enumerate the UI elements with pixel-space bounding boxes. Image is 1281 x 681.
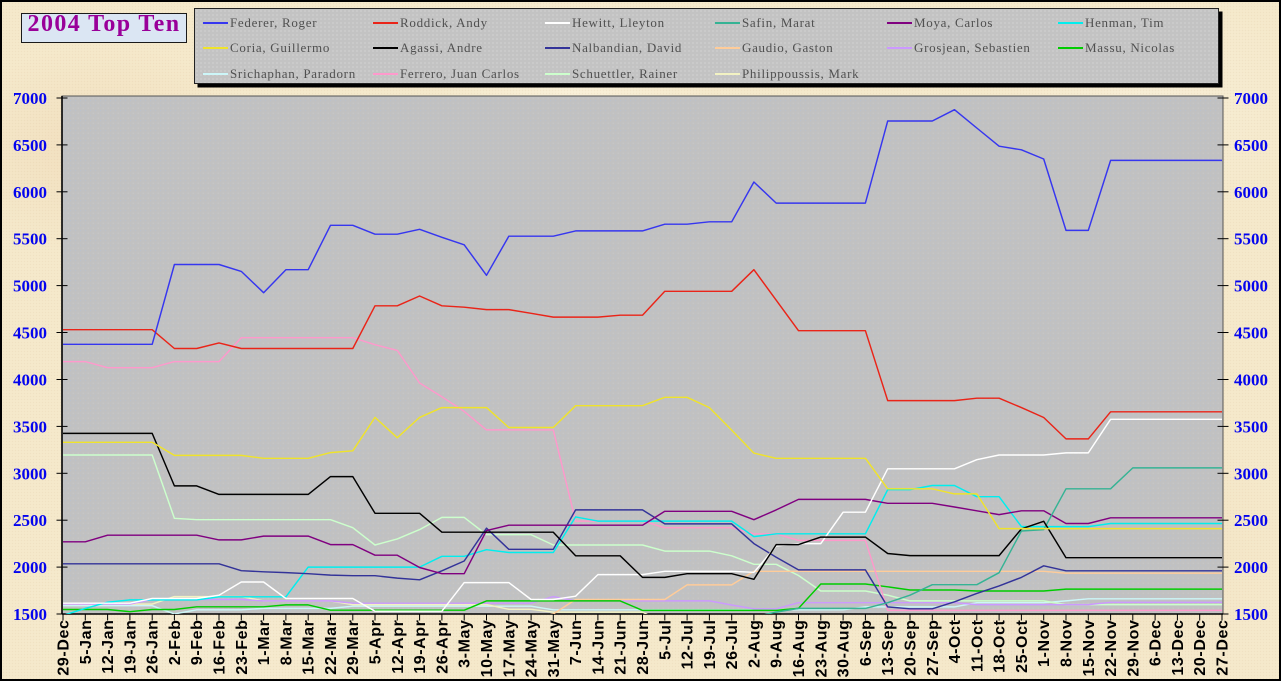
svg-text:20-Dec: 20-Dec xyxy=(1192,620,1209,676)
svg-text:5000: 5000 xyxy=(13,277,47,296)
svg-text:23-Aug: 23-Aug xyxy=(813,620,830,678)
svg-text:24-May: 24-May xyxy=(524,620,541,678)
svg-text:3000: 3000 xyxy=(1234,464,1268,483)
svg-text:3500: 3500 xyxy=(13,417,47,436)
svg-text:6500: 6500 xyxy=(1234,136,1268,155)
svg-text:12-Jan: 12-Jan xyxy=(100,620,117,674)
svg-text:5500: 5500 xyxy=(13,230,47,249)
svg-text:28-Jun: 28-Jun xyxy=(635,620,652,675)
svg-text:12-Apr: 12-Apr xyxy=(390,620,407,674)
svg-text:1500: 1500 xyxy=(1234,605,1268,624)
svg-text:15-Mar: 15-Mar xyxy=(301,620,318,675)
svg-text:23-Feb: 23-Feb xyxy=(234,620,251,675)
svg-text:19-Apr: 19-Apr xyxy=(412,620,429,674)
svg-text:22-Mar: 22-Mar xyxy=(323,620,340,675)
svg-text:27-Dec: 27-Dec xyxy=(1215,620,1232,676)
svg-text:27-Sep: 27-Sep xyxy=(925,620,942,676)
svg-text:7000: 7000 xyxy=(1234,89,1268,108)
svg-text:13-Sep: 13-Sep xyxy=(880,620,897,676)
svg-text:6500: 6500 xyxy=(13,136,47,155)
svg-text:1-Mar: 1-Mar xyxy=(256,620,273,666)
svg-text:10-May: 10-May xyxy=(479,620,496,678)
svg-text:26-Jan: 26-Jan xyxy=(145,620,162,674)
svg-text:31-May: 31-May xyxy=(546,620,563,678)
svg-text:13-Dec: 13-Dec xyxy=(1170,620,1187,676)
svg-text:25-Oct: 25-Oct xyxy=(1014,619,1031,672)
svg-text:3-May: 3-May xyxy=(457,620,474,668)
svg-text:30-Aug: 30-Aug xyxy=(836,620,853,678)
svg-text:2000: 2000 xyxy=(13,558,47,577)
svg-text:18-Oct: 18-Oct xyxy=(992,619,1009,672)
svg-text:26-Apr: 26-Apr xyxy=(434,620,451,674)
svg-text:7-Jun: 7-Jun xyxy=(568,620,585,666)
svg-text:8-Nov: 8-Nov xyxy=(1059,620,1076,667)
svg-text:29-Nov: 29-Nov xyxy=(1125,620,1142,677)
svg-text:7000: 7000 xyxy=(13,89,47,108)
svg-text:2-Feb: 2-Feb xyxy=(167,620,184,666)
svg-text:9-Feb: 9-Feb xyxy=(189,620,206,666)
svg-text:1500: 1500 xyxy=(13,605,47,624)
svg-text:5-Apr: 5-Apr xyxy=(368,620,385,665)
svg-text:19-Jan: 19-Jan xyxy=(122,620,139,674)
svg-text:6-Dec: 6-Dec xyxy=(1148,620,1165,667)
svg-text:5-Jul: 5-Jul xyxy=(657,620,674,660)
svg-text:2000: 2000 xyxy=(1234,558,1268,577)
svg-text:20-Sep: 20-Sep xyxy=(903,620,920,676)
svg-text:15-Nov: 15-Nov xyxy=(1081,620,1098,677)
svg-text:4000: 4000 xyxy=(1234,371,1268,390)
svg-text:2500: 2500 xyxy=(13,511,47,530)
svg-text:17-May: 17-May xyxy=(501,620,518,678)
svg-text:5000: 5000 xyxy=(1234,277,1268,296)
svg-text:14-Jun: 14-Jun xyxy=(590,620,607,675)
svg-text:4500: 4500 xyxy=(1234,324,1268,343)
svg-text:8-Mar: 8-Mar xyxy=(278,620,295,666)
svg-text:4-Oct: 4-Oct xyxy=(947,619,964,663)
svg-text:4500: 4500 xyxy=(13,324,47,343)
svg-text:4000: 4000 xyxy=(13,371,47,390)
svg-text:6000: 6000 xyxy=(1234,183,1268,202)
svg-text:3000: 3000 xyxy=(13,464,47,483)
svg-text:2500: 2500 xyxy=(1234,511,1268,530)
svg-text:6000: 6000 xyxy=(13,183,47,202)
svg-text:12-Jul: 12-Jul xyxy=(680,620,697,670)
svg-text:5500: 5500 xyxy=(1234,230,1268,249)
svg-text:6-Sep: 6-Sep xyxy=(858,620,875,667)
svg-text:1-Nov: 1-Nov xyxy=(1036,620,1053,667)
svg-text:3500: 3500 xyxy=(1234,417,1268,436)
svg-text:26-Jul: 26-Jul xyxy=(724,620,741,670)
svg-text:16-Feb: 16-Feb xyxy=(212,620,229,675)
svg-text:9-Aug: 9-Aug xyxy=(769,620,786,668)
svg-text:21-Jun: 21-Jun xyxy=(613,620,630,675)
svg-text:29-Dec: 29-Dec xyxy=(56,620,73,676)
svg-text:5-Jan: 5-Jan xyxy=(78,620,95,665)
svg-text:29-Mar: 29-Mar xyxy=(345,620,362,675)
svg-text:19-Jul: 19-Jul xyxy=(702,620,719,670)
svg-text:11-Oct: 11-Oct xyxy=(969,619,986,672)
svg-text:16-Aug: 16-Aug xyxy=(791,620,808,678)
svg-text:2-Aug: 2-Aug xyxy=(746,620,763,668)
svg-text:22-Nov: 22-Nov xyxy=(1103,620,1120,677)
